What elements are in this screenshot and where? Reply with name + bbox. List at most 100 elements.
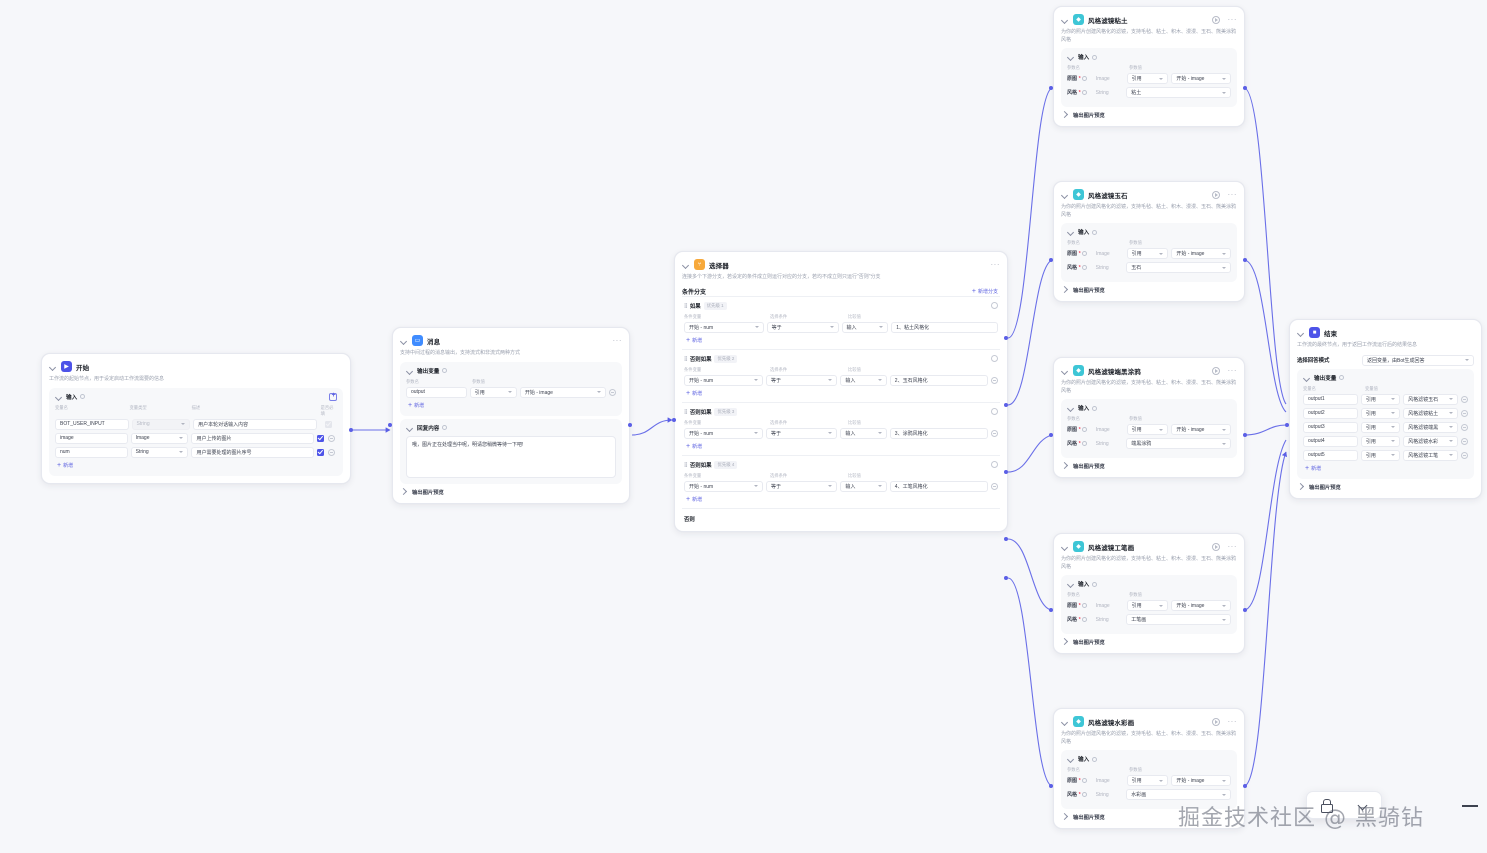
ref-value-select[interactable]: 开始 - image: [1171, 424, 1231, 435]
more-options-icon[interactable]: ···: [990, 259, 1000, 269]
branch-settings-icon[interactable]: [991, 408, 998, 415]
more-options-icon[interactable]: ···: [1227, 365, 1237, 375]
style-value-select[interactable]: 水彩画: [1126, 789, 1231, 800]
port-selector-in[interactable]: [672, 418, 676, 422]
table-row[interactable]: 风格 * String 玉石: [1067, 262, 1231, 273]
condition-row[interactable]: 开始 - num 等于 输入 2、玉石风格化: [684, 374, 998, 386]
add-condition-button[interactable]: + 新增: [684, 336, 998, 345]
remove-row-button[interactable]: [1461, 409, 1469, 417]
port-branch-else-out[interactable]: [1004, 576, 1008, 580]
remove-row-button[interactable]: [1461, 437, 1469, 445]
canvas-toolbar[interactable]: [1306, 791, 1382, 819]
run-node-icon[interactable]: [1211, 15, 1220, 24]
output-name-field[interactable]: output1: [1303, 393, 1358, 405]
node-start-header[interactable]: ▶ 开始: [49, 360, 343, 373]
run-node-icon[interactable]: [1211, 717, 1220, 726]
table-row[interactable]: 原图 * Image 引用 开始 - image: [1067, 424, 1231, 435]
cond-op-select[interactable]: 等于: [766, 374, 838, 386]
chevron-down-icon[interactable]: [406, 424, 414, 432]
chevron-down-icon[interactable]: [1061, 16, 1069, 24]
branch-item[interactable]: ⣿ 如果 优先级 1 条件变量 选择条件 比较值 开始 - num 等于 输入: [682, 295, 1000, 349]
ref-value-select[interactable]: 风格滤镜端黑: [1403, 421, 1459, 433]
cond-src-select[interactable]: 输入: [840, 480, 887, 492]
chevron-down-icon[interactable]: [1067, 53, 1075, 61]
node-style-gongbi[interactable]: ◆ 风格滤镜工笔画 ··· 为你的照片创建风格化的滤镜，支持毛毡、粘土、积木、漫…: [1053, 533, 1245, 654]
chevron-down-icon[interactable]: [55, 393, 63, 401]
port-style-1-in[interactable]: [1049, 86, 1053, 90]
style-output-preview[interactable]: 输出图片预览: [1061, 286, 1237, 294]
table-row[interactable]: 原图 * Image 引用 开始 - image: [1067, 73, 1231, 84]
node-message[interactable]: ▭ 消息 ··· 支持中间过程的消息输出，支持流式和非流式两种方式 输出变量 参…: [392, 327, 630, 504]
chevron-down-icon[interactable]: [400, 337, 408, 345]
ref-value-select[interactable]: 开始 - image: [1171, 73, 1231, 84]
chevron-down-icon[interactable]: [1303, 374, 1311, 382]
table-row[interactable]: 原图 * Image 引用 开始 - image: [1067, 600, 1231, 611]
cond-value-field[interactable]: 4、工笔风格化: [889, 480, 988, 492]
chevron-down-icon[interactable]: [1061, 191, 1069, 199]
table-row[interactable]: 风格 * String 粘土: [1067, 87, 1231, 98]
table-row[interactable]: 风格 * String 水彩画: [1067, 789, 1231, 800]
remove-row-button[interactable]: [327, 448, 335, 456]
node-start[interactable]: ▶ 开始 工作流的起始节点，用于设定启动工作流需要的信息 输入 变量名 变量类型…: [41, 353, 351, 484]
chevron-down-icon[interactable]: [1067, 404, 1075, 412]
run-node-icon[interactable]: [1211, 542, 1220, 551]
table-row[interactable]: image Image 用户上传的图片: [55, 432, 337, 444]
chevron-right-icon[interactable]: [1062, 111, 1070, 119]
chevron-down-icon[interactable]: [406, 367, 414, 375]
table-row[interactable]: output 引用 开始 - image: [406, 386, 616, 398]
cond-op-select[interactable]: 等于: [766, 480, 838, 492]
remove-condition-button[interactable]: [991, 482, 998, 490]
more-options-icon[interactable]: ···: [1227, 716, 1237, 726]
condition-row[interactable]: 开始 - num 等于 输入 3、涂鸦风格化: [684, 427, 998, 439]
node-style-header[interactable]: ◆ 风格滤镜端黑涂鸦 ···: [1061, 364, 1237, 377]
ref-type-select[interactable]: 引用: [1126, 775, 1169, 786]
port-style-4-in[interactable]: [1049, 608, 1053, 612]
node-selector[interactable]: ⑂ 选择器 ··· 连接多个下游分支，若设定的条件成立则运行对应的分支，若均不成…: [674, 251, 1008, 532]
port-style-1-out[interactable]: [1243, 86, 1247, 90]
table-row[interactable]: 原图 * Image 引用 开始 - image: [1067, 248, 1231, 259]
branch-item[interactable]: ⣿ 否则如果 优先级 2 条件变量 选择条件 比较值 开始 - num 等于 输…: [682, 348, 1000, 402]
node-style-jade[interactable]: ◆ 风格滤镜玉石 ··· 为你的照片创建风格化的滤镜，支持毛毡、粘土、积木、漫漫…: [1053, 181, 1245, 302]
drag-handle-icon[interactable]: ⣿: [684, 355, 688, 362]
chevron-down-icon[interactable]: [1067, 228, 1075, 236]
add-output-button[interactable]: + 新增: [1303, 464, 1468, 473]
cond-var-select[interactable]: 开始 - num: [684, 374, 764, 386]
add-variable-button[interactable]: + 新增: [55, 461, 337, 470]
output-name-field[interactable]: output3: [1303, 421, 1358, 433]
node-style-clay[interactable]: ◆ 风格滤镜粘土 ··· 为你的照片创建风格化的滤镜，支持毛毡、粘土、积木、漫漫…: [1053, 6, 1245, 127]
ref-value-select[interactable]: 风格滤镜玉石: [1403, 393, 1459, 405]
node-style-header[interactable]: ◆ 风格滤镜水彩画 ···: [1061, 715, 1237, 728]
output-name-field[interactable]: output2: [1303, 407, 1358, 419]
ref-value-select[interactable]: 风格滤镜工笔: [1403, 449, 1459, 461]
port-style-2-out[interactable]: [1243, 258, 1247, 262]
ref-type-select[interactable]: 引用: [1360, 407, 1401, 419]
output-name-field[interactable]: output4: [1303, 435, 1358, 447]
style-output-preview[interactable]: 输出图片预览: [1061, 638, 1237, 646]
table-row[interactable]: 原图 * Image 引用 开始 - image: [1067, 775, 1231, 786]
chevron-down-icon[interactable]: [1067, 755, 1075, 763]
var-desc-field[interactable]: 用户本轮对话输入内容: [193, 418, 318, 430]
port-style-3-in[interactable]: [1049, 433, 1053, 437]
run-node-icon[interactable]: [1211, 190, 1220, 199]
chevron-right-icon[interactable]: [1062, 286, 1070, 294]
ref-value-select[interactable]: 开始 - image: [519, 386, 606, 398]
add-branch-button[interactable]: + 新增分支: [970, 287, 1000, 296]
cond-var-select[interactable]: 开始 - num: [684, 427, 764, 439]
chevron-right-icon[interactable]: [1062, 462, 1070, 470]
import-variable-button[interactable]: [329, 392, 337, 401]
cond-value-field[interactable]: 2、玉石风格化: [889, 374, 988, 386]
node-style-header[interactable]: ◆ 风格滤镜粘土 ···: [1061, 13, 1237, 26]
drag-handle-icon[interactable]: ⣿: [684, 408, 688, 415]
add-condition-button[interactable]: + 新增: [684, 389, 998, 398]
ref-value-select[interactable]: 开始 - image: [1171, 775, 1231, 786]
table-row[interactable]: output3 引用 风格滤镜端黑: [1303, 421, 1469, 433]
node-end[interactable]: ■ 结束 工作流的最终节点，用于返回工作流运行后的结果信息 选择回答模式 返回变…: [1289, 319, 1482, 499]
ref-value-select[interactable]: 开始 - image: [1171, 248, 1231, 259]
ref-value-select[interactable]: 风格滤镜粘土: [1403, 407, 1459, 419]
var-type-select[interactable]: String: [130, 446, 189, 458]
required-checkbox[interactable]: [316, 434, 324, 442]
chevron-right-icon[interactable]: [401, 488, 409, 496]
message-output-preview[interactable]: 输出图片预览: [400, 488, 622, 496]
port-branch-4-out[interactable]: [1004, 537, 1008, 541]
output-name-field[interactable]: output: [406, 386, 467, 398]
